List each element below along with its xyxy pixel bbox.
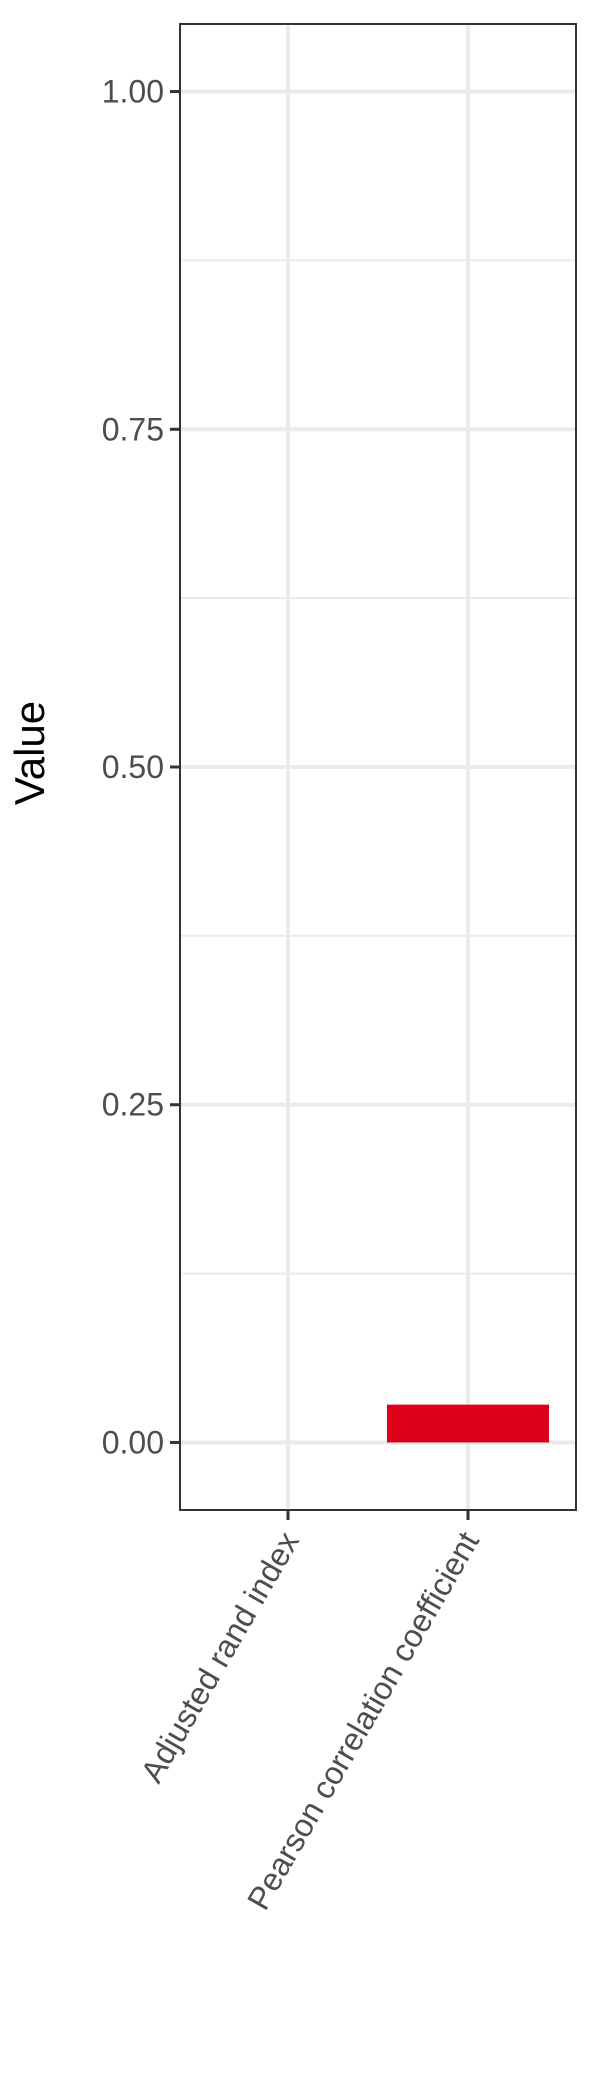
y-tick-label: 0.25: [102, 1087, 164, 1123]
y-tick-label: 0.75: [102, 411, 164, 447]
y-tick-label: 0.00: [102, 1424, 164, 1460]
y-axis-title: Value: [6, 701, 53, 805]
bars: [207, 1404, 549, 1443]
y-axis: 0.00 0.25 0.50 0.75 1.00: [102, 74, 180, 1460]
bar: [387, 1404, 549, 1443]
y-tick-label: 1.00: [102, 74, 164, 110]
y-tick-label: 0.50: [102, 749, 164, 785]
grid: [180, 24, 576, 1510]
